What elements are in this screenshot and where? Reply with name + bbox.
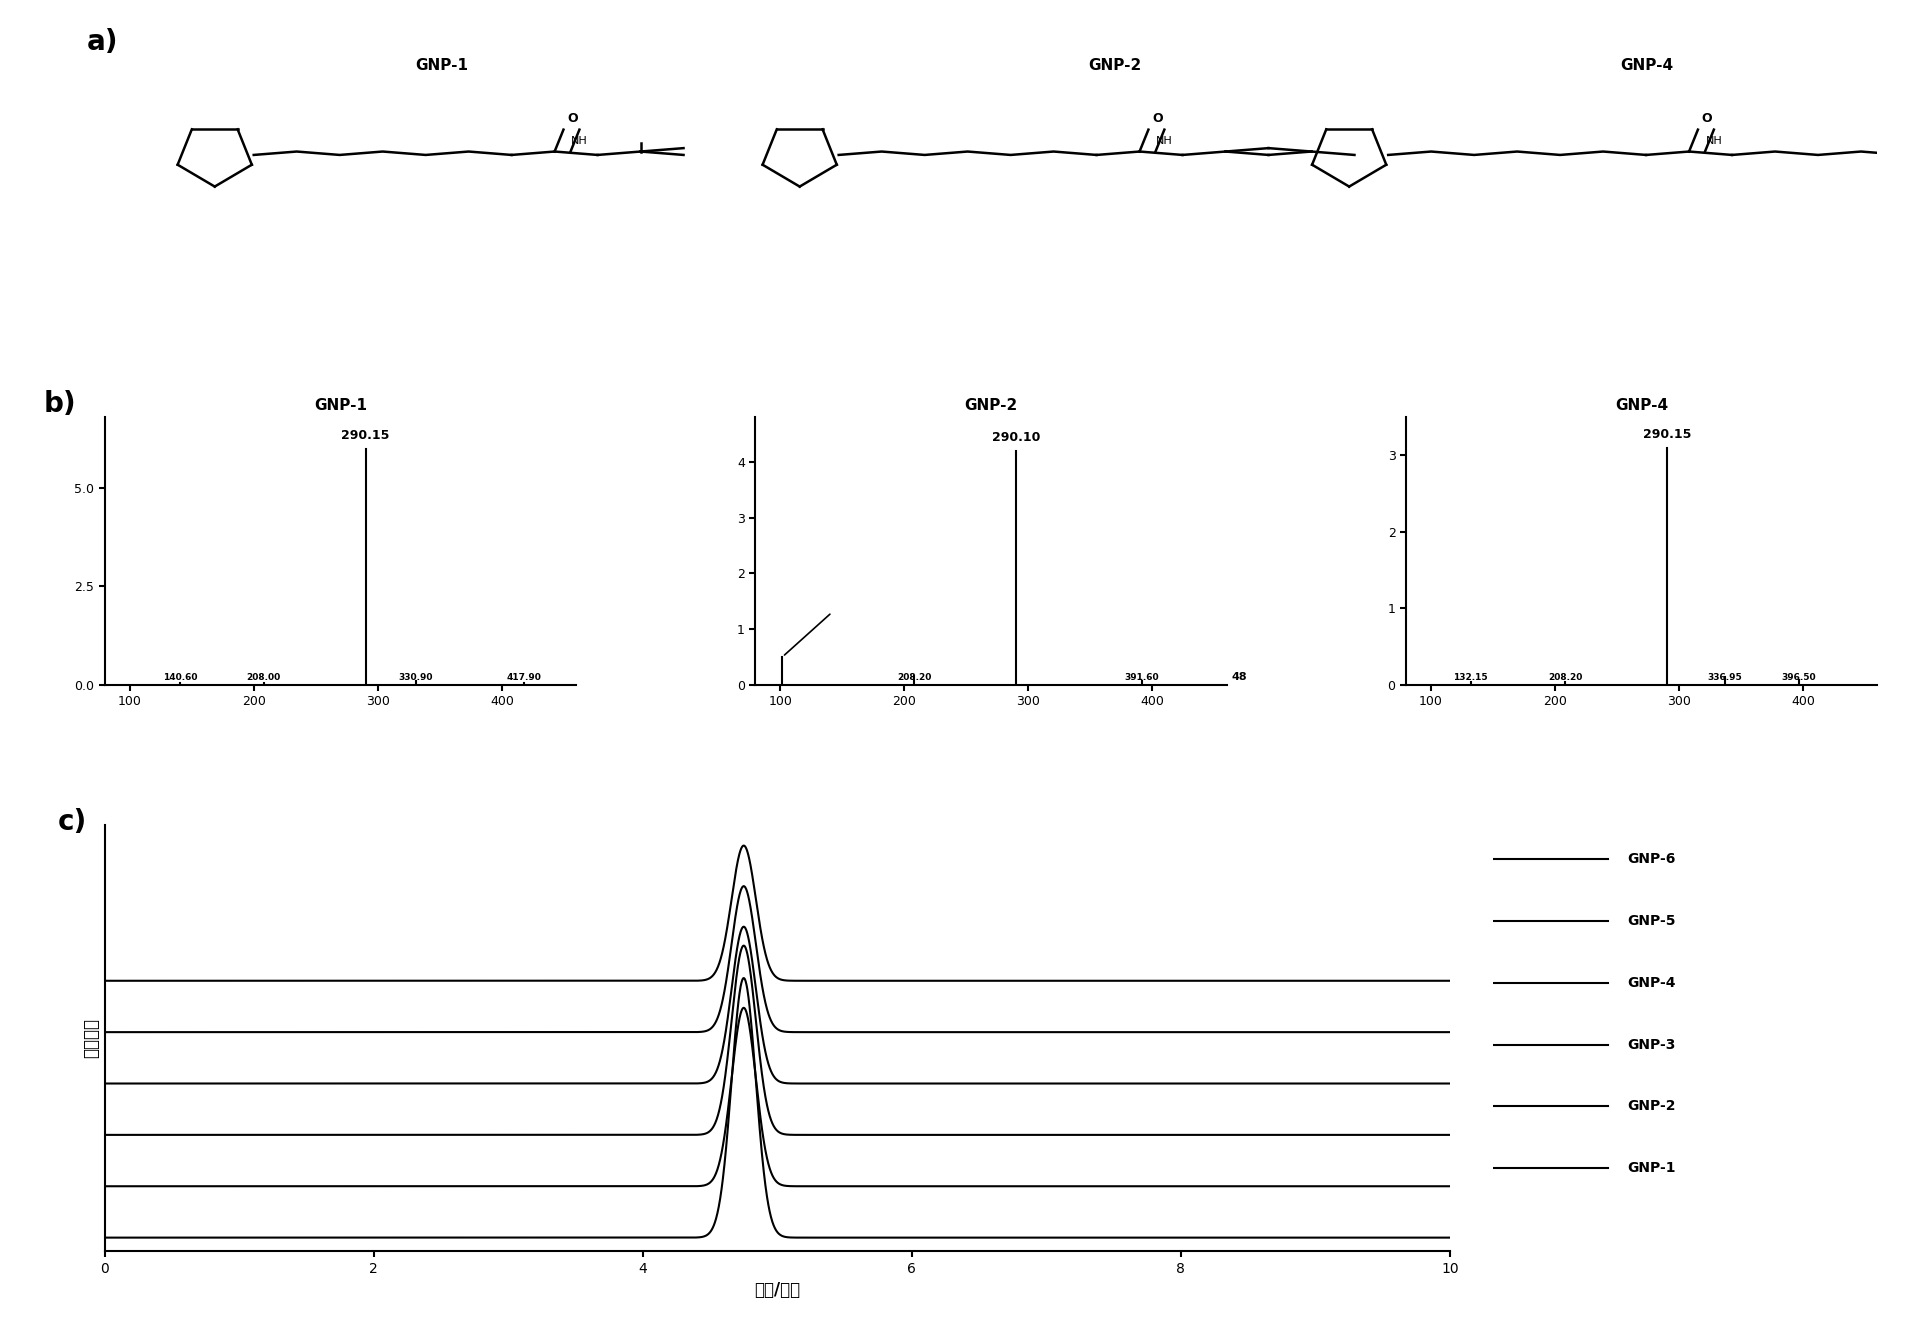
Text: GNP-5: GNP-5 [1627, 914, 1674, 928]
Text: O: O [566, 112, 577, 125]
Text: 290.10: 290.10 [991, 431, 1040, 445]
Text: 208.20: 208.20 [1547, 673, 1581, 681]
Text: GNP-2: GNP-2 [1088, 57, 1141, 73]
Text: NH: NH [1156, 136, 1172, 146]
Text: 48: 48 [1231, 672, 1246, 681]
Text: GNP-2: GNP-2 [1627, 1099, 1674, 1113]
Text: 391.60: 391.60 [1124, 673, 1158, 681]
Text: 208.00: 208.00 [246, 673, 280, 681]
Text: O: O [1151, 112, 1162, 125]
Title: GNP-2: GNP-2 [964, 398, 1017, 413]
Text: GNP-4: GNP-4 [1627, 976, 1674, 990]
Title: GNP-1: GNP-1 [314, 398, 368, 413]
Text: 140.60: 140.60 [162, 673, 196, 681]
Title: GNP-4: GNP-4 [1614, 398, 1667, 413]
Text: NH: NH [1705, 136, 1722, 146]
Text: GNP-3: GNP-3 [1627, 1038, 1674, 1051]
Text: 330.90: 330.90 [398, 673, 432, 681]
Text: 336.95: 336.95 [1707, 673, 1741, 681]
Text: GNP-1: GNP-1 [415, 57, 469, 73]
Text: 417.90: 417.90 [507, 673, 541, 681]
Text: O: O [1701, 112, 1711, 125]
Text: GNP-1: GNP-1 [1627, 1161, 1674, 1175]
Text: 132.15: 132.15 [1454, 673, 1488, 681]
Text: c): c) [57, 808, 88, 836]
Text: b): b) [44, 390, 76, 418]
X-axis label: 时间/分钟: 时间/分钟 [754, 1282, 800, 1299]
Text: GNP-4: GNP-4 [1619, 57, 1673, 73]
Text: a): a) [88, 28, 118, 56]
Text: GNP-6: GNP-6 [1627, 852, 1674, 866]
Text: 290.15: 290.15 [1642, 429, 1690, 441]
Text: 208.20: 208.20 [897, 673, 932, 681]
Text: NH: NH [572, 136, 589, 146]
Y-axis label: 响应频级: 响应频级 [82, 1018, 101, 1058]
Text: 290.15: 290.15 [341, 429, 389, 442]
Text: 396.50: 396.50 [1781, 673, 1815, 681]
